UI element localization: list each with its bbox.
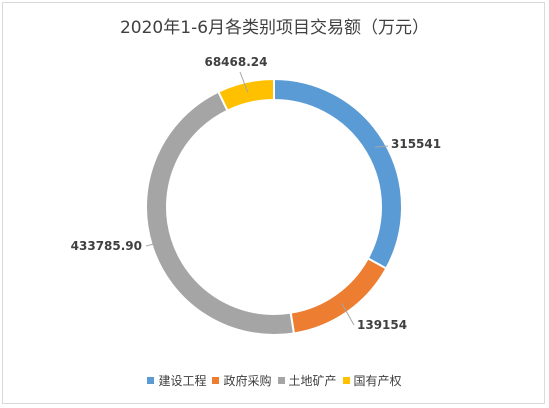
legend-label-3: 土地矿产 xyxy=(288,374,337,388)
donut-slice-1 xyxy=(273,77,403,270)
leader-line-3 xyxy=(145,241,162,247)
legend-item-2: 政府采购 xyxy=(212,372,272,389)
legend-item-3: 土地矿产 xyxy=(277,372,337,389)
legend-item-1: 建设工程 xyxy=(147,372,206,389)
legend-label-2: 政府采购 xyxy=(223,374,272,388)
legend-swatch-4 xyxy=(342,377,350,384)
donut-slice-4 xyxy=(217,77,275,112)
legend: 建设工程 政府采购 土地矿产 国有产权 xyxy=(0,372,549,389)
leader-line-2 xyxy=(341,302,355,326)
legend-label-4: 国有产权 xyxy=(353,374,402,388)
legend-swatch-3 xyxy=(277,377,285,384)
data-label-4: 68468.24 xyxy=(204,55,267,69)
legend-item-4: 国有产权 xyxy=(342,372,402,389)
donut-slice-3 xyxy=(145,90,296,336)
leader-line-1 xyxy=(375,145,389,148)
data-label-2: 139154 xyxy=(357,318,407,332)
chart-title: 2020年1-6月各类别项目交易额（万元） xyxy=(119,18,430,38)
legend-swatch-1 xyxy=(147,377,155,384)
data-label-3: 433785.90 xyxy=(71,239,142,253)
legend-swatch-2 xyxy=(212,377,220,384)
data-label-1: 315541 xyxy=(391,137,441,151)
chart-frame xyxy=(2,2,545,404)
leader-line-4 xyxy=(239,71,249,93)
legend-label-1: 建设工程 xyxy=(158,374,207,388)
